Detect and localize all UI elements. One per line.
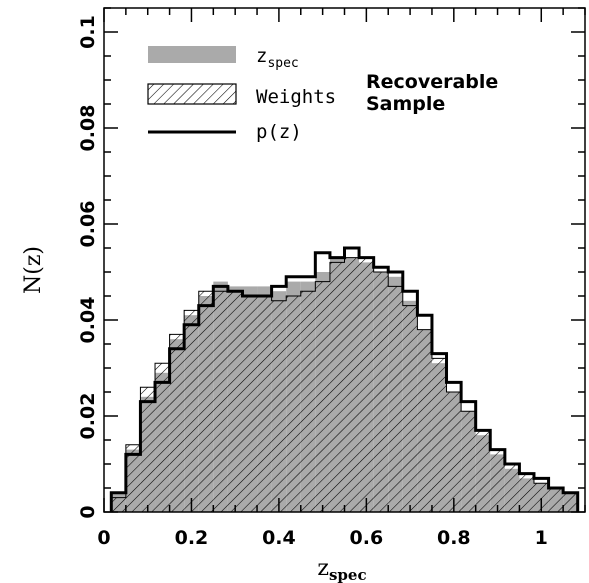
annotation-line-2: Sample: [366, 93, 445, 115]
axis-ticks: [103, 7, 586, 513]
x-tick-label: 0.8: [437, 527, 471, 549]
legend-swatch-zspec: [148, 46, 236, 63]
x-tick-label: 0.2: [175, 527, 209, 549]
y-tick-label: 0.08: [77, 105, 99, 152]
x-axis-title: zspec: [317, 556, 366, 583]
legend: zspec Weights p(z): [147, 45, 336, 143]
weights-bar: [533, 483, 549, 512]
weights-bar: [257, 296, 272, 512]
x-tick-label: 0.6: [350, 527, 384, 549]
weights-bar: [111, 497, 126, 512]
y-tick-label: 0.04: [77, 297, 99, 344]
y-tick-label: 0.06: [77, 201, 99, 248]
y-tick-label: 0.1: [77, 15, 99, 49]
legend-label-weights: Weights: [256, 86, 336, 108]
weights-bar: [198, 291, 214, 512]
weights-bar: [286, 296, 301, 512]
weights-bar: [490, 449, 505, 512]
pz-series: [109, 246, 580, 512]
annotation-line-1: Recoverable: [366, 71, 498, 93]
weights-bar: [315, 281, 330, 512]
weights-bar: [271, 300, 287, 512]
weights-bar: [504, 464, 520, 512]
weights-bar: [359, 257, 374, 512]
weights-bar: [548, 488, 564, 512]
pz-step-line: [109, 246, 580, 512]
weights-bar: [344, 257, 360, 512]
x-tick-label: 1: [535, 527, 548, 549]
weights-bar: [475, 430, 491, 512]
weights-bar: [446, 392, 462, 512]
weights-bar: [213, 291, 228, 512]
weights-bar: [169, 334, 185, 512]
x-tick-label: 0: [97, 527, 110, 549]
weights-bar: [300, 291, 316, 512]
legend-label-zspec: zspec: [256, 45, 299, 71]
weights-bar: [373, 272, 389, 512]
weights-bar: [155, 363, 170, 512]
weights-bar: [125, 444, 141, 512]
weights-bar: [329, 262, 345, 512]
y-tick-label: 0.02: [77, 393, 99, 440]
weights-bar: [461, 411, 476, 512]
weights-bar: [184, 310, 199, 512]
weights-bar: [388, 286, 403, 512]
weights-series: [110, 257, 579, 512]
weights-bar: [563, 492, 578, 512]
weights-bar: [140, 387, 156, 512]
tick-labels: 0 0.2 0.4 0.6 0.8 1 0 0.02 0.04 0.06 0.08 0.1: [77, 15, 548, 549]
weights-bar: [431, 358, 447, 512]
weights-bar: [519, 473, 534, 512]
legend-swatch-weights: [147, 83, 237, 105]
weights-bar: [417, 329, 432, 512]
weights-bar: [402, 305, 418, 512]
weights-bar: [227, 291, 243, 512]
weights-bar: [242, 296, 258, 512]
y-tick-label: 0: [77, 505, 99, 518]
legend-label-pz: p(z): [256, 121, 302, 143]
y-axis-title: N(z): [21, 246, 46, 294]
x-tick-label: 0.4: [262, 527, 296, 549]
